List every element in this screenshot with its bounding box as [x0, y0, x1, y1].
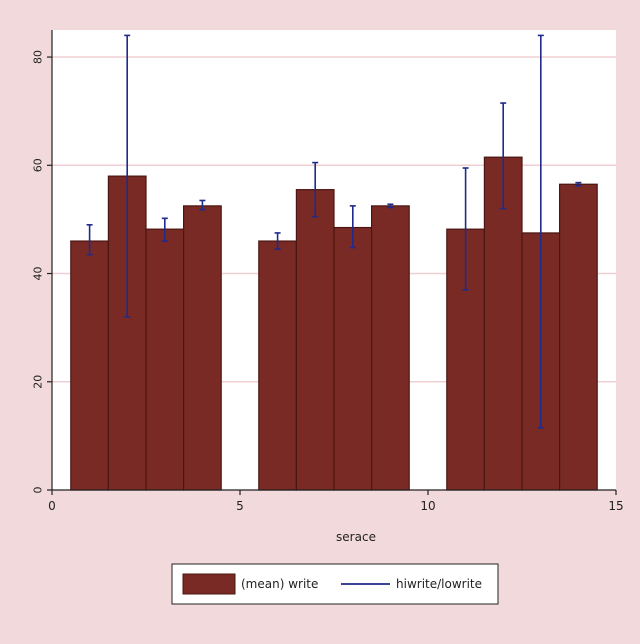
error-bar-11	[537, 34, 544, 429]
bar-12	[558, 183, 598, 491]
error-bar-1	[86, 224, 93, 256]
bar-10	[483, 156, 523, 491]
error-bar-12	[575, 181, 582, 187]
y-tick-label: 0	[32, 487, 45, 494]
x-axis-title: serace	[336, 530, 376, 544]
error-bar-8	[387, 203, 394, 209]
bar-8	[371, 205, 410, 491]
y-tick-label: 40	[32, 267, 45, 281]
bar-7	[333, 226, 373, 491]
error-bar-4	[199, 199, 206, 211]
error-bars	[86, 34, 582, 429]
legend: (mean) write hiwrite/lowrite	[171, 563, 499, 605]
bar-6	[295, 189, 335, 491]
y-tick-label: 80	[32, 50, 45, 64]
error-bar-6	[312, 161, 319, 218]
bar-5	[258, 240, 297, 491]
error-bar-5	[274, 232, 281, 250]
legend-swatch-bar	[182, 573, 236, 595]
axes: 0 20 40 60 80 0 5 10 15	[32, 30, 624, 513]
error-bar-3	[161, 217, 168, 242]
y-tick-label: 60	[32, 158, 45, 172]
y-tick-label: 20	[32, 375, 45, 389]
x-tick-label: 15	[608, 499, 623, 513]
bar-3	[145, 228, 185, 491]
legend-item-hiwrite-lowrite: hiwrite/lowrite	[341, 577, 482, 591]
error-bar-7	[349, 205, 356, 249]
legend-label: (mean) write	[241, 577, 318, 591]
legend-item-mean-write: (mean) write	[182, 573, 318, 595]
x-tick-label: 10	[420, 499, 435, 513]
error-bar-2	[124, 34, 131, 318]
bar-1	[70, 240, 110, 491]
x-tick-label: 5	[236, 499, 244, 513]
bar-4	[183, 205, 222, 491]
error-bar-10	[500, 102, 507, 210]
legend-label: hiwrite/lowrite	[396, 577, 482, 591]
error-bar-9	[462, 167, 469, 291]
x-tick-label: 0	[48, 499, 56, 513]
